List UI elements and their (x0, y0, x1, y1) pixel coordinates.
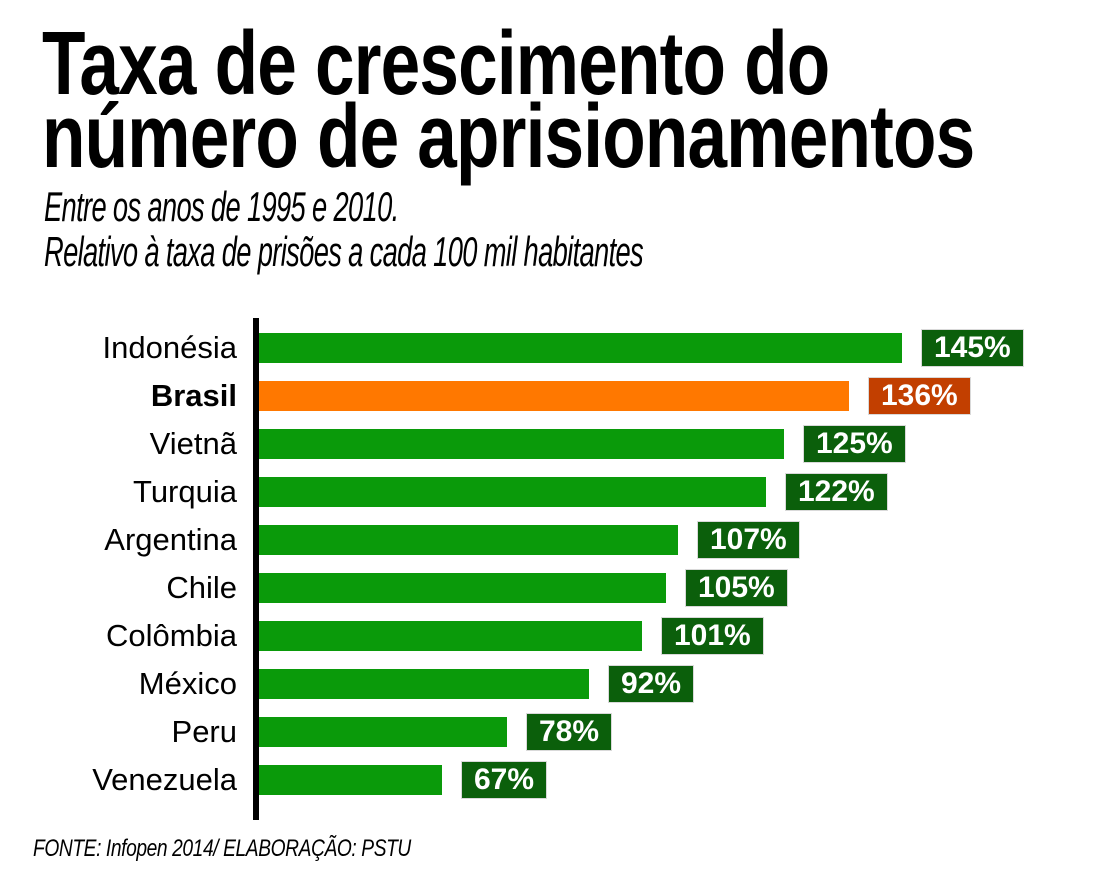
page-title: Taxa de crescimento do número de aprisio… (42, 14, 975, 187)
category-label: Indonésia (102, 330, 237, 365)
category-label: México (138, 666, 237, 701)
value-badge: 122% (786, 474, 887, 510)
value-badge: 92% (609, 666, 694, 702)
bar (259, 477, 766, 507)
bar-row: Turquia 122% (0, 474, 1096, 510)
category-label: Chile (166, 570, 237, 605)
chart-subtitle-line2: Relativo à taxa de prisões a cada 100 mi… (44, 228, 644, 275)
bar (259, 573, 666, 603)
bar-chart: Indonésia 145% Brasil 136% Vietnã 125% Turquia… (0, 318, 1096, 820)
page-title-line2: número de aprisionamentos (42, 87, 975, 187)
bar-row: Peru 78% (0, 714, 1096, 750)
chart-subtitle-line1: Entre os anos de 1995 e 2010. (44, 183, 399, 230)
page-title-line1: Taxa de crescimento do (42, 14, 830, 114)
value-badge: 78% (527, 714, 612, 750)
bar (259, 765, 442, 795)
bar (259, 429, 784, 459)
value-badge: 145% (922, 330, 1023, 366)
bar-row: Vietnã 125% (0, 426, 1096, 462)
category-label: Venezuela (92, 762, 237, 797)
bar-row: Venezuela 67% (0, 762, 1096, 798)
bar (259, 525, 678, 555)
value-badge: 125% (804, 426, 905, 462)
category-label: Argentina (104, 522, 237, 557)
chart-subtitle: Entre os anos de 1995 e 2010. Relativo à… (44, 183, 644, 275)
bar-rows: Indonésia 145% Brasil 136% Vietnã 125% Turquia… (0, 330, 1096, 798)
bar-row: México 92% (0, 666, 1096, 702)
bar (259, 621, 642, 651)
bar (259, 669, 589, 699)
bar (259, 333, 902, 363)
category-label: Vietnã (149, 426, 237, 461)
value-badge: 105% (686, 570, 787, 606)
source-note: FONTE: Infopen 2014/ ELABORAÇÃO: PSTU (33, 835, 411, 862)
y-axis-line (253, 318, 259, 820)
category-label: Turquia (133, 474, 237, 509)
category-label: Brasil (150, 378, 237, 413)
bar-row: Chile 105% (0, 570, 1096, 606)
bar-highlight (259, 381, 849, 411)
bar-row: Brasil 136% (0, 378, 1096, 414)
bar-row: Argentina 107% (0, 522, 1096, 558)
bar (259, 717, 507, 747)
bar-row: Colômbia 101% (0, 618, 1096, 654)
category-label: Peru (171, 714, 237, 749)
category-label: Colômbia (106, 618, 237, 653)
bar-row: Indonésia 145% (0, 330, 1096, 366)
value-badge: 107% (698, 522, 799, 558)
value-badge: 136% (869, 378, 970, 414)
value-badge: 101% (662, 618, 763, 654)
value-badge: 67% (462, 762, 547, 798)
